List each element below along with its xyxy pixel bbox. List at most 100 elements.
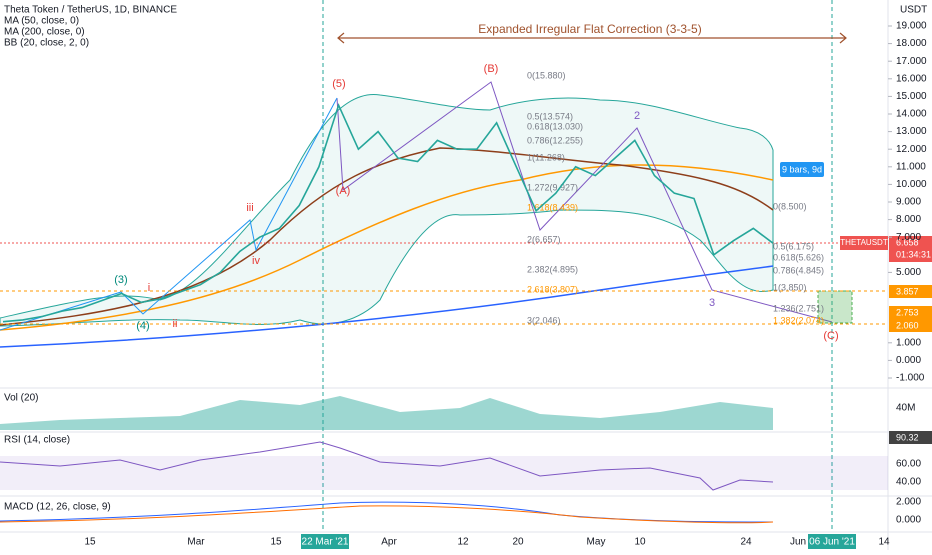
price-line [2,102,774,323]
date-badge-bg [808,534,856,549]
date-label: 14 [878,537,890,548]
level-badge: 2.060 [896,320,919,330]
price-tick-label: 13.000 [896,126,927,137]
fib-label: 3(2.046) [527,315,561,325]
date-label: 15 [84,537,96,548]
wave-label: (4) [136,320,149,332]
signal-line [0,505,774,524]
price-tick-label: 5.000 [896,267,921,278]
price-tick-label: 17.000 [896,56,927,67]
axis-label: 40M [896,403,915,414]
wave-label: (5) [332,78,345,90]
fib-label: 0.5(13.574) [527,111,573,121]
fib-label: 1.236(2.751) [773,303,824,313]
axis-label: 0.000 [896,515,921,526]
wave-label: (B) [484,63,499,75]
indicator-label: MA (50, close, 0) [4,16,79,27]
price-tick-label: 16.000 [896,73,927,84]
symbol-badge: THETAUSDT [840,238,888,247]
fib-label: 1(11.268) [527,152,565,162]
date-label: Mar [187,537,205,548]
arrow-heads [337,32,847,44]
wave-label: (3) [114,274,127,286]
ma-200 [0,265,774,348]
level-badge-bg [889,319,932,332]
symbol-badge-bg [840,236,888,250]
fib-label: 0(8.500) [773,201,807,211]
bars-badge-bg [780,162,824,177]
price-tick-label: 9.000 [896,197,921,208]
rsi-line [0,441,774,491]
price-tick-label: 14.000 [896,109,927,120]
impulse-lines [0,97,338,331]
indicator-label: MA (200, close, 0) [4,27,85,38]
date-label: 24 [740,537,752,548]
wave-label: 2 [634,110,640,122]
fib-label: 2(6.657) [527,234,561,244]
price-tick-label: 1.000 [896,337,921,348]
countdown: 01:34:31 [896,249,931,259]
date-label: 22 Mar '21 [302,537,349,548]
target-zone [817,290,853,324]
price-tick-label: 11.000 [896,161,926,172]
annotation: Expanded Irregular Flat Correction (3-3-… [478,22,701,36]
volume-area [0,396,773,430]
pane-title: MACD (12, 26, close, 9) [4,502,111,513]
level-badge: 3.857 [896,286,919,296]
price-tick-label: 7.000 [896,232,921,243]
wave-label: i [148,282,150,294]
fib-label: 1.382(2.074) [773,315,824,325]
pane-title: RSI (14, close) [4,435,70,446]
level-badge-bg [889,306,932,319]
axis-label: 60.00 [896,459,921,470]
last-price: 6.658 [896,237,919,247]
price-tick-label: 15.000 [896,91,927,102]
pane-title: Vol (20) [4,393,38,404]
date-label: 06 Jun '21 [809,537,855,548]
price-tick-label: 8.000 [896,214,921,225]
wave-label: (C) [823,330,838,342]
fib-label: 1.618(8.439) [527,202,578,212]
date-label: Jun [790,537,806,548]
fib-label: 0(15.880) [527,70,566,80]
price-tick-label: 19.000 [896,21,927,32]
date-label: 12 [457,537,469,548]
fib-label: 0.786(4.845) [773,265,824,275]
wave-lines [336,81,833,323]
wave-label: (A) [336,185,351,197]
symbol-title: Theta Token / TetherUS, 1D, BINANCE [4,5,177,16]
fib-label: 2.618(3.807) [527,284,578,294]
date-badge-bg [301,534,349,549]
bars-badge: 9 bars, 9d [782,164,822,174]
date-label: 20 [512,537,524,548]
bollinger-band [0,93,774,327]
fib-label: 0.786(12.255) [527,135,583,145]
currency-label: USDT [900,5,927,16]
indicator-label: BB (20, close, 2, 0) [4,38,89,49]
wave-label: iv [252,255,260,267]
price-tick-label: 10.000 [896,179,927,190]
last-badge-bg [889,236,932,262]
axis-label: 2.000 [896,497,921,508]
fib-label: 0.5(6.175) [773,241,814,251]
ma-20 [0,147,774,326]
date-label: May [587,537,606,548]
level-badge-bg [889,285,932,298]
price-tick-label: 18.000 [896,38,927,49]
rsi-badge-bg [889,431,932,444]
fib-label: 0.618(5.626) [773,252,824,262]
date-label: 15 [270,537,282,548]
fib-label: 1.272(9.927) [527,182,578,192]
date-label: 10 [634,537,646,548]
wave-label: ii [173,318,178,330]
rsi-band [0,456,888,490]
fib-label: 1(3.850) [773,282,807,292]
wave-label: iii [246,202,253,214]
axis-label: 40.00 [896,477,921,488]
price-tick-label: 0.000 [896,355,921,366]
price-tick-label: -1.000 [896,373,925,384]
date-label: Apr [381,537,397,548]
price-tick-label: 12.000 [896,144,927,155]
